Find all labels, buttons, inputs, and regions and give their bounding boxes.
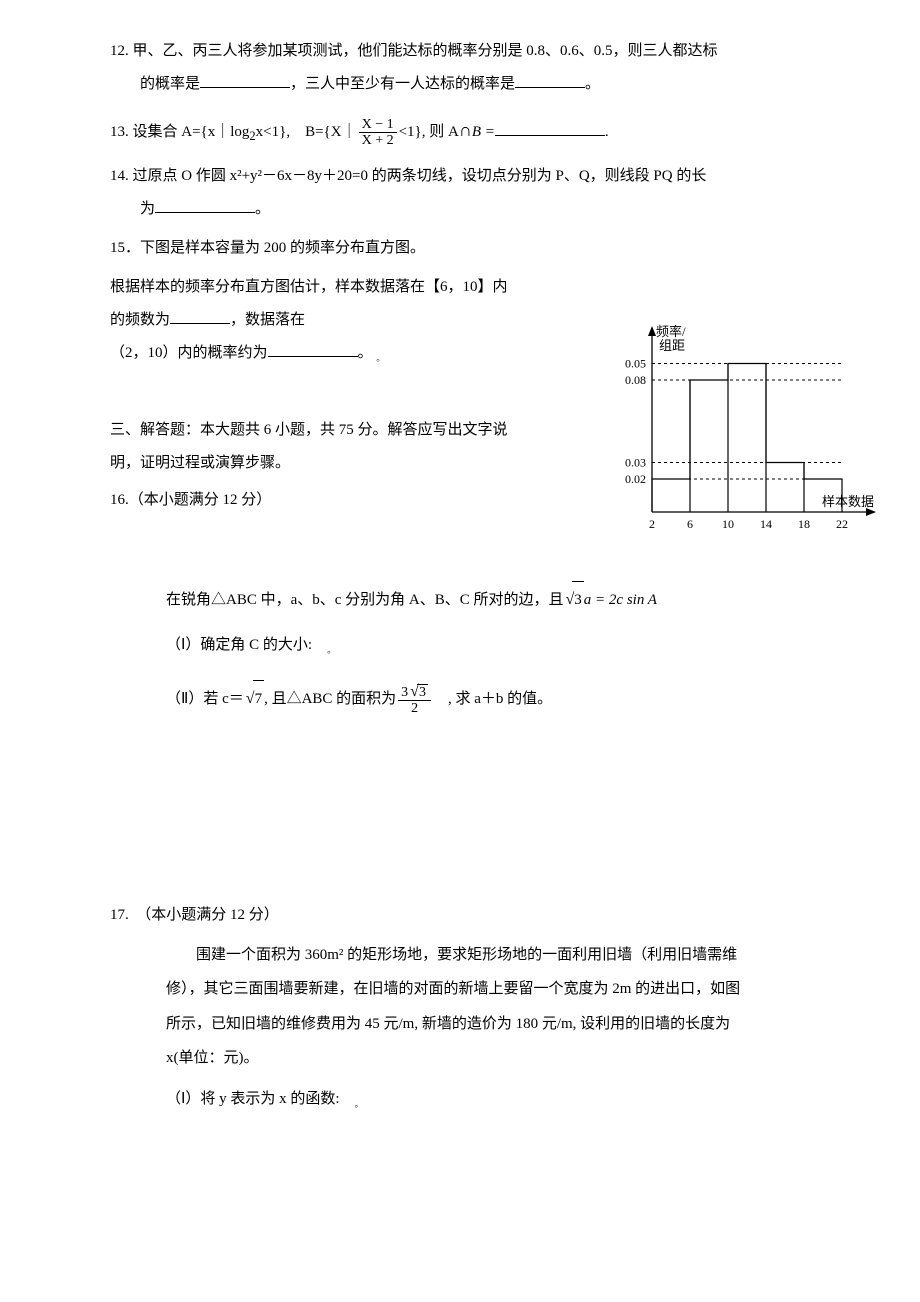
q13-mid1: x<1}, B={X｜ xyxy=(256,124,357,140)
q16-number: 16. xyxy=(110,492,129,508)
q17-body3: 所示，已知旧墙的维修费用为 45 元/m, 新墙的造价为 180 元/m, 设利… xyxy=(166,1007,810,1042)
histogram-chart: 频率/组距 0.02 0.03 0.08 0.05 2 6 10 14 18 22 样本数据 xyxy=(600,322,880,555)
svg-text:14: 14 xyxy=(760,517,772,531)
blank-fill xyxy=(515,73,585,88)
q17-body: 围建一个面积为 360m² 的矩形场地，要求矩形场地的一面利用旧墙（利用旧墙需维… xyxy=(110,938,810,1117)
blank-fill xyxy=(495,121,605,136)
svg-text:组距: 组距 xyxy=(659,338,685,353)
fraction: X − 1X + 2 xyxy=(359,117,397,149)
q15-line2b: ，数据落在 xyxy=(230,312,305,328)
q16-part2: （Ⅱ）若 c＝√7, 且△ABC 的面积为3√32 , 求 a＋b 的值。 xyxy=(110,680,810,718)
frac-denominator: X + 2 xyxy=(359,133,397,148)
q16-part1-text: （Ⅰ）确定角 C 的大小: xyxy=(166,637,312,653)
frac-denominator: 2 xyxy=(398,701,431,716)
q17-part1-wrap: （Ⅰ）将 y 表示为 x 的函数: 。 xyxy=(166,1082,810,1117)
q13-tail: . xyxy=(605,124,609,140)
section-3-line2: 明，证明过程或演算步骤。 xyxy=(110,447,520,480)
q17-head: （本小题满分 12 分） xyxy=(144,907,279,923)
q14-text-b2: 。 xyxy=(255,201,270,217)
section-3-line1: 三、解答题：本大题共 6 小题，共 75 分。解答应写出文字说 xyxy=(110,414,520,447)
dot-icon: 。 xyxy=(355,1099,364,1109)
q16-eq: a = 2c sin A xyxy=(584,592,657,608)
sqrt-arg: 7 xyxy=(253,680,265,717)
q15-number: 15． xyxy=(110,240,140,256)
q12-text-b1: 的概率是 xyxy=(140,76,200,92)
q13-pre: 设集合 A={x｜log xyxy=(133,124,250,140)
q14-line1: 14. 过原点 O 作圆 x²+y²－6x－8y＋20=0 的两条切线，设切点分… xyxy=(110,160,810,193)
question-14: 14. 过原点 O 作圆 x²+y²－6x－8y＋20=0 的两条切线，设切点分… xyxy=(110,160,810,226)
question-17: 17. （本小题满分 12 分） xyxy=(110,899,810,932)
svg-text:频率/: 频率/ xyxy=(656,324,686,339)
histogram-svg: 频率/组距 0.02 0.03 0.08 0.05 2 6 10 14 18 22 样本数据 xyxy=(600,322,880,542)
sqrt-arg: 3 xyxy=(572,581,584,618)
q15-line3a: （2，10）内的概率约为 xyxy=(110,345,268,361)
q16-part2-mid: , 且△ABC 的面积为 xyxy=(264,691,396,707)
q14-text-a: 过原点 O 作圆 x²+y²－6x－8y＋20=0 的两条切线，设切点分别为 P… xyxy=(133,168,707,184)
q12-text-a: 甲、乙、丙三人将参加某项测试，他们能达标的概率分别是 0.8、0.6、0.5，则… xyxy=(133,43,718,59)
q16-part2-pre: （Ⅱ）若 c＝ xyxy=(166,691,244,707)
q16-part2-tail: , 求 a＋b 的值。 xyxy=(433,691,552,707)
sqrt-expr: √3 xyxy=(564,581,584,619)
cap-symbol: ∩ xyxy=(459,120,472,140)
q12-text-b3: 。 xyxy=(585,76,600,92)
frac-numerator: 3√3 xyxy=(398,683,431,702)
q13-mid3: B = xyxy=(472,124,495,140)
frac-numerator: X − 1 xyxy=(359,117,397,133)
svg-text:样本数据: 样本数据 xyxy=(822,494,874,509)
q13-number: 13. xyxy=(110,124,129,140)
svg-text:0.03: 0.03 xyxy=(625,456,646,470)
q17-body2: 修），其它三面围墙要新建，在旧墙的对面的新墙上要留一个宽度为 2m 的进出口，如… xyxy=(166,972,810,1007)
q14-number: 14. xyxy=(110,168,129,184)
svg-text:2: 2 xyxy=(649,517,655,531)
q15-text-a: 下图是样本容量为 200 的频率分布直方图。 xyxy=(140,240,425,256)
q16-body1-pre: 在锐角△ABC 中，a、b、c 分别为角 A、B、C 所对的边，且 xyxy=(166,592,564,608)
svg-text:0.05: 0.05 xyxy=(625,357,646,371)
blank-fill xyxy=(268,342,358,357)
q16-head: （本小题满分 12 分） xyxy=(129,492,272,508)
svg-text:0.02: 0.02 xyxy=(625,472,646,486)
q17-part1: （Ⅰ）将 y 表示为 x 的函数: xyxy=(166,1091,340,1107)
q17-number: 17. xyxy=(110,907,129,923)
question-15: 15．下图是样本容量为 200 的频率分布直方图。 xyxy=(110,232,810,265)
q12-text-b2: ，三人中至少有一人达标的概率是 xyxy=(290,76,515,92)
q14-text-b1: 为 xyxy=(140,201,155,217)
blank-fill xyxy=(170,309,230,324)
sqrt-expr: √7 xyxy=(244,680,264,718)
dot-icon: 。 xyxy=(376,353,385,363)
fraction: 3√32 xyxy=(398,683,431,717)
question-12: 12. 甲、乙、丙三人将参加某项测试，他们能达标的概率分别是 0.8、0.6、0… xyxy=(110,35,810,101)
blank-fill xyxy=(155,198,255,213)
svg-text:10: 10 xyxy=(722,517,734,531)
blank-fill xyxy=(200,73,290,88)
q15-line1: 15．下图是样本容量为 200 的频率分布直方图。 xyxy=(110,232,810,265)
q16-part1: （Ⅰ）确定角 C 的大小: 。 xyxy=(110,629,810,662)
q13-mid2: <1}, 则 A xyxy=(399,124,459,140)
q16-body1: 在锐角△ABC 中，a、b、c 分别为角 A、B、C 所对的边，且√3a = 2… xyxy=(110,581,810,619)
svg-text:0.08: 0.08 xyxy=(625,373,646,387)
q17-body1: 围建一个面积为 360m² 的矩形场地，要求矩形场地的一面利用旧墙（利用旧墙需维 xyxy=(166,938,810,973)
q15-line3b: 。 xyxy=(358,345,373,361)
q12-line2: 的概率是 ，三人中至少有一人达标的概率是 。 xyxy=(110,68,810,101)
svg-text:6: 6 xyxy=(687,517,693,531)
q12-number: 12. xyxy=(110,43,129,59)
dot-icon: 。 xyxy=(327,645,336,655)
svg-text:18: 18 xyxy=(798,517,810,531)
q14-line2: 为。 xyxy=(110,193,810,226)
question-13: 13. 设集合 A={x｜log2x<1}, B={X｜X − 1X + 2<1… xyxy=(110,107,810,154)
svg-text:22: 22 xyxy=(836,517,848,531)
q17-body4: x(单位：元)。 xyxy=(166,1041,810,1076)
q12-line1: 12. 甲、乙、丙三人将参加某项测试，他们能达标的概率分别是 0.8、0.6、0… xyxy=(110,35,810,68)
